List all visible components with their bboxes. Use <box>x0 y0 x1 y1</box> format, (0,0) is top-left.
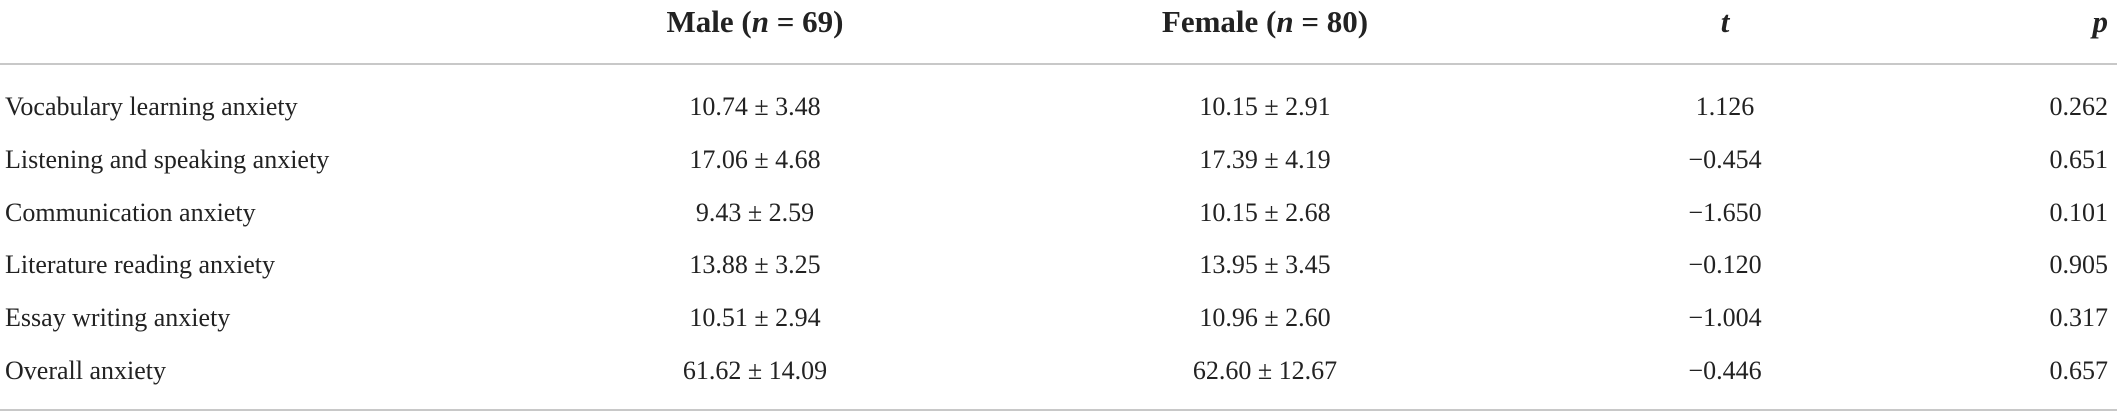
table-cell: 0.317 <box>2049 303 2109 332</box>
header-text: n <box>1276 4 1294 39</box>
table-cell: 17.06 ± 4.68 <box>689 145 821 174</box>
table-cell: 61.62 ± 14.09 <box>682 356 828 385</box>
row-label: Listening and speaking anxiety <box>5 145 330 174</box>
table-cell: 0.651 <box>2049 145 2109 174</box>
row-label: Vocabulary learning anxiety <box>5 92 298 121</box>
row-label: Literature reading anxiety <box>5 250 275 279</box>
table-cell: 1.126 <box>1695 92 1755 121</box>
table-cell: 10.15 ± 2.68 <box>1199 198 1331 227</box>
table-cell: 17.39 ± 4.19 <box>1199 145 1331 174</box>
table-cell: −0.446 <box>1688 356 1762 385</box>
header-text: n <box>751 4 769 39</box>
row-label: Overall anxiety <box>5 356 166 385</box>
header-text: p <box>2092 4 2109 39</box>
header-text: = 69) <box>768 4 844 39</box>
table-cell: 13.88 ± 3.25 <box>689 250 821 279</box>
column-header: p <box>2092 4 2109 39</box>
header-rule <box>0 63 2117 65</box>
header-text: t <box>1720 4 1730 39</box>
row-label: Essay writing anxiety <box>5 303 231 332</box>
table-cell: 0.262 <box>2049 92 2109 121</box>
table-cell: 0.101 <box>2049 198 2109 227</box>
table-cell: 62.60 ± 12.67 <box>1192 356 1338 385</box>
table-cell: −0.454 <box>1688 145 1762 174</box>
table-cell: −1.650 <box>1688 198 1762 227</box>
table-cell: 10.96 ± 2.60 <box>1199 303 1331 332</box>
table-cell: 9.43 ± 2.59 <box>695 198 815 227</box>
header-text: Male ( <box>666 4 752 39</box>
column-header: Male (n = 69) <box>666 4 844 39</box>
row-label: Communication anxiety <box>5 198 256 227</box>
header-text: = 80) <box>1293 4 1369 39</box>
table-cell: 13.95 ± 3.45 <box>1199 250 1331 279</box>
table-cell: 0.905 <box>2049 250 2109 279</box>
bottom-rule <box>0 409 2117 411</box>
table-cell: 10.51 ± 2.94 <box>689 303 821 332</box>
table-cell: 10.74 ± 3.48 <box>689 92 821 121</box>
table-cell: −0.120 <box>1688 250 1762 279</box>
column-header: t <box>1720 4 1730 39</box>
table-cell: −1.004 <box>1688 303 1762 332</box>
header-text: Female ( <box>1161 4 1277 39</box>
table-cell: 0.657 <box>2049 356 2109 385</box>
column-header: Female (n = 80) <box>1161 4 1369 39</box>
table-cell: 10.15 ± 2.91 <box>1199 92 1331 121</box>
